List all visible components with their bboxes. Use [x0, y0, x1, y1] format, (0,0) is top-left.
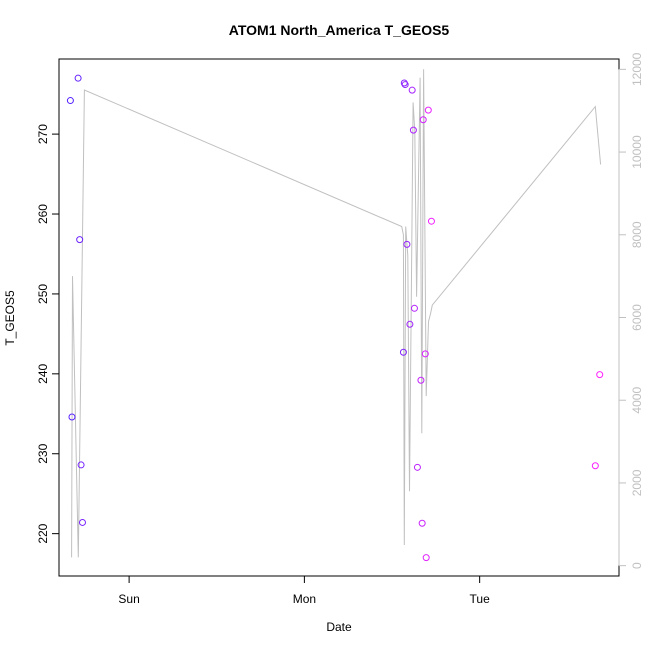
line-series	[71, 69, 602, 558]
y-axis-label: T_GEOS5	[3, 290, 17, 346]
y2-tick-label: 4000	[630, 387, 644, 414]
data-point	[424, 106, 432, 114]
x-axis: Sun Mon Tue	[118, 575, 491, 606]
data-point	[68, 413, 76, 421]
y2-tick-label: 10000	[630, 135, 644, 169]
series-line	[71, 69, 602, 558]
data-point	[591, 462, 599, 470]
data-point	[418, 519, 426, 527]
y-tick-label: 220	[36, 523, 50, 543]
y2-tick-label: 12000	[630, 52, 644, 86]
data-point	[596, 371, 604, 379]
data-point	[403, 240, 411, 248]
y2-axis: 0 2000 4000 6000 8000 10000 12000	[618, 52, 644, 569]
y2-tick-label: 2000	[630, 469, 644, 496]
y-tick-label: 240	[36, 364, 50, 384]
data-point	[427, 217, 435, 225]
y2-tick-label: 6000	[630, 304, 644, 331]
data-point	[401, 81, 409, 89]
data-point	[422, 554, 430, 562]
point-series	[66, 74, 604, 562]
y-tick-label: 270	[36, 124, 50, 144]
data-point	[421, 350, 429, 358]
data-point	[413, 463, 421, 471]
data-point	[408, 86, 416, 94]
data-point	[74, 74, 82, 82]
y2-tick-label: 0	[630, 562, 644, 569]
data-point	[417, 376, 425, 384]
y-tick-label: 260	[36, 204, 50, 224]
data-point	[66, 97, 74, 105]
data-point	[410, 304, 418, 312]
x-tick-label: Tue	[470, 592, 491, 606]
data-point	[406, 320, 414, 328]
chart-title: ATOM1 North_America T_GEOS5	[229, 22, 450, 38]
data-point	[419, 116, 427, 124]
data-point	[77, 461, 85, 469]
data-point	[78, 518, 86, 526]
y2-tick-label: 8000	[630, 221, 644, 248]
x-tick-label: Mon	[293, 592, 316, 606]
x-axis-label: Date	[326, 620, 352, 634]
data-point	[76, 236, 84, 244]
y-tick-label: 250	[36, 284, 50, 304]
plot-frame	[58, 58, 620, 577]
y-tick-label: 230	[36, 443, 50, 463]
x-tick-label: Sun	[118, 592, 139, 606]
data-point	[409, 126, 417, 134]
y-axis: 220 230 240 250 260 270	[36, 124, 60, 544]
data-point	[399, 348, 407, 356]
